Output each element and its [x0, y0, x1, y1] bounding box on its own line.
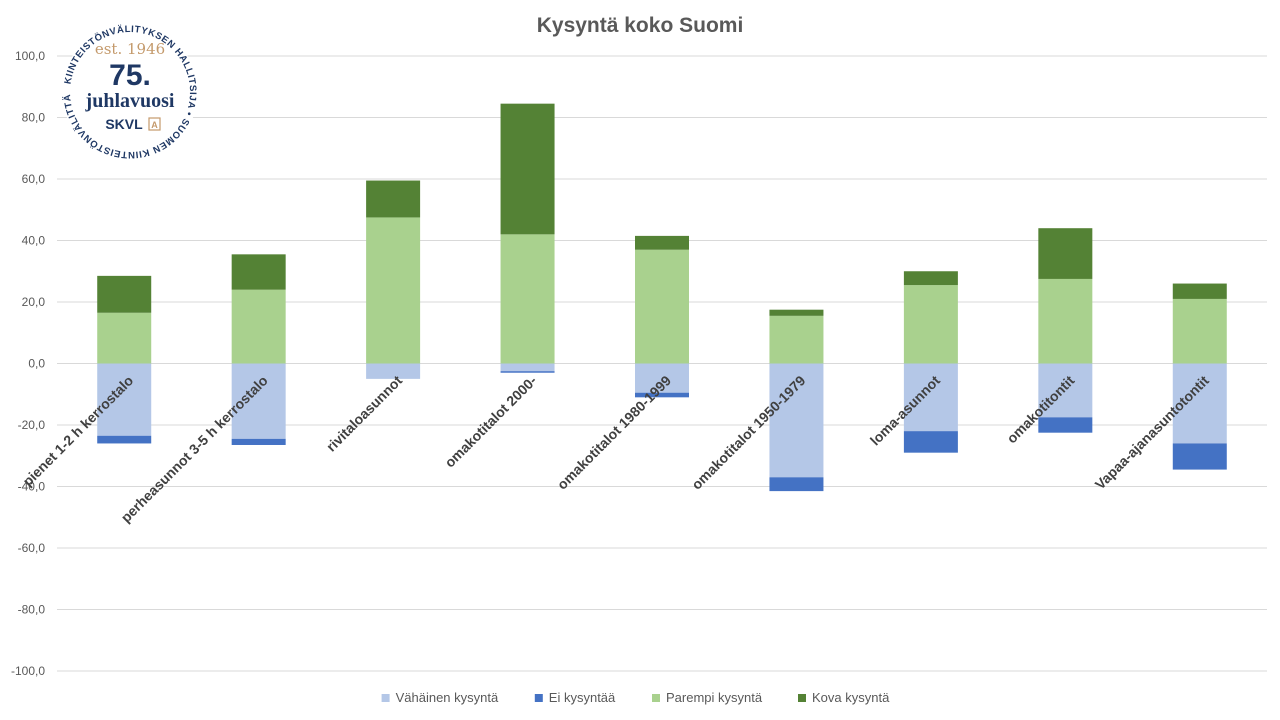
- bar-segment: [903, 363, 958, 432]
- bar-segment: [1038, 417, 1093, 433]
- bar-segment: [500, 103, 555, 235]
- y-tick-label: -100,0: [11, 664, 45, 678]
- anniversary-logo: KIINTEISTÖNVÄLITYKSEN HALLITSIJA • SUOME…: [60, 22, 198, 160]
- logo-skvl: SKVL: [105, 116, 143, 132]
- bar-segment: [97, 275, 152, 313]
- bar-segment: [1038, 278, 1093, 364]
- bar-segment: [1172, 298, 1227, 364]
- category-label: rivitaloasunnot: [323, 372, 406, 455]
- bar-segment: [500, 371, 555, 373]
- bar-segment: [1038, 228, 1093, 279]
- y-tick-label: 60,0: [22, 172, 46, 186]
- logo-mark-letter: A: [151, 120, 158, 130]
- logo-75: 75.: [109, 59, 151, 92]
- chart-title: Kysyntä koko Suomi: [537, 14, 744, 37]
- bars: [97, 103, 1227, 492]
- logo-mark-icon: [148, 117, 161, 131]
- y-tick-label: -80,0: [18, 603, 46, 617]
- category-label: omakotitalot 1980-1999: [554, 372, 674, 492]
- bar-segment: [903, 431, 958, 453]
- y-tick-label: 100,0: [15, 49, 45, 63]
- bar-segment: [500, 363, 555, 372]
- legend-swatch: [652, 694, 660, 702]
- bar-segment: [97, 435, 152, 444]
- y-tick-label: -60,0: [18, 541, 46, 555]
- y-axis-tick-labels: 100,0 80,0 60,0 40,0 20,0 0,0 -20,0 -40,0 -60,0 -…: [11, 49, 45, 678]
- bar-segment: [231, 289, 286, 364]
- legend-swatch: [381, 694, 390, 702]
- y-tick-label: -40,0: [18, 480, 46, 494]
- bar-segment: [231, 254, 286, 290]
- category-label: omakotitalot 2000-: [441, 372, 539, 470]
- bar-segment: [1172, 283, 1227, 299]
- bar-segment: [97, 312, 152, 364]
- bar-segment: [769, 363, 824, 478]
- bar-segment: [1172, 443, 1227, 470]
- logo-est-year: est. 1946: [95, 40, 165, 58]
- bar-segment: [231, 363, 286, 439]
- bar-segment: [366, 217, 421, 364]
- bar-segment: [366, 180, 421, 218]
- bar-segment: [903, 271, 958, 286]
- bar-segment: [97, 363, 152, 436]
- legend-label: Ei kysyntää: [549, 690, 616, 705]
- y-tick-label: -20,0: [18, 418, 46, 432]
- y-tick-label: 80,0: [22, 111, 46, 125]
- bar-segment: [635, 235, 689, 250]
- bar-segment: [366, 363, 421, 379]
- bar-segment: [635, 363, 689, 393]
- bar-segment: [769, 315, 824, 364]
- y-tick-label: 0,0: [28, 357, 45, 371]
- bar-segment: [231, 438, 286, 445]
- bar-segment: [1038, 363, 1093, 418]
- legend-label: Parempi kysyntä: [666, 690, 763, 705]
- bar-segment: [635, 392, 689, 398]
- bar-segment: [1172, 363, 1227, 444]
- logo-juhlavuosi: juhlavuosi: [85, 90, 175, 112]
- bar-segment: [500, 234, 555, 364]
- bar-segment: [769, 309, 824, 316]
- legend-swatch: [534, 694, 543, 702]
- legend-label: Vähäinen kysyntä: [396, 690, 499, 705]
- y-tick-label: 40,0: [22, 234, 46, 248]
- y-tick-label: 20,0: [22, 295, 46, 309]
- legend-label: Kova kysyntä: [812, 690, 890, 705]
- bar-segment: [635, 249, 689, 364]
- legend: Vähäinen kysyntä Ei kysyntää Parempi kysyn…: [381, 690, 890, 705]
- bar-segment: [769, 477, 824, 492]
- legend-swatch: [798, 694, 806, 702]
- bar-segment: [903, 285, 958, 364]
